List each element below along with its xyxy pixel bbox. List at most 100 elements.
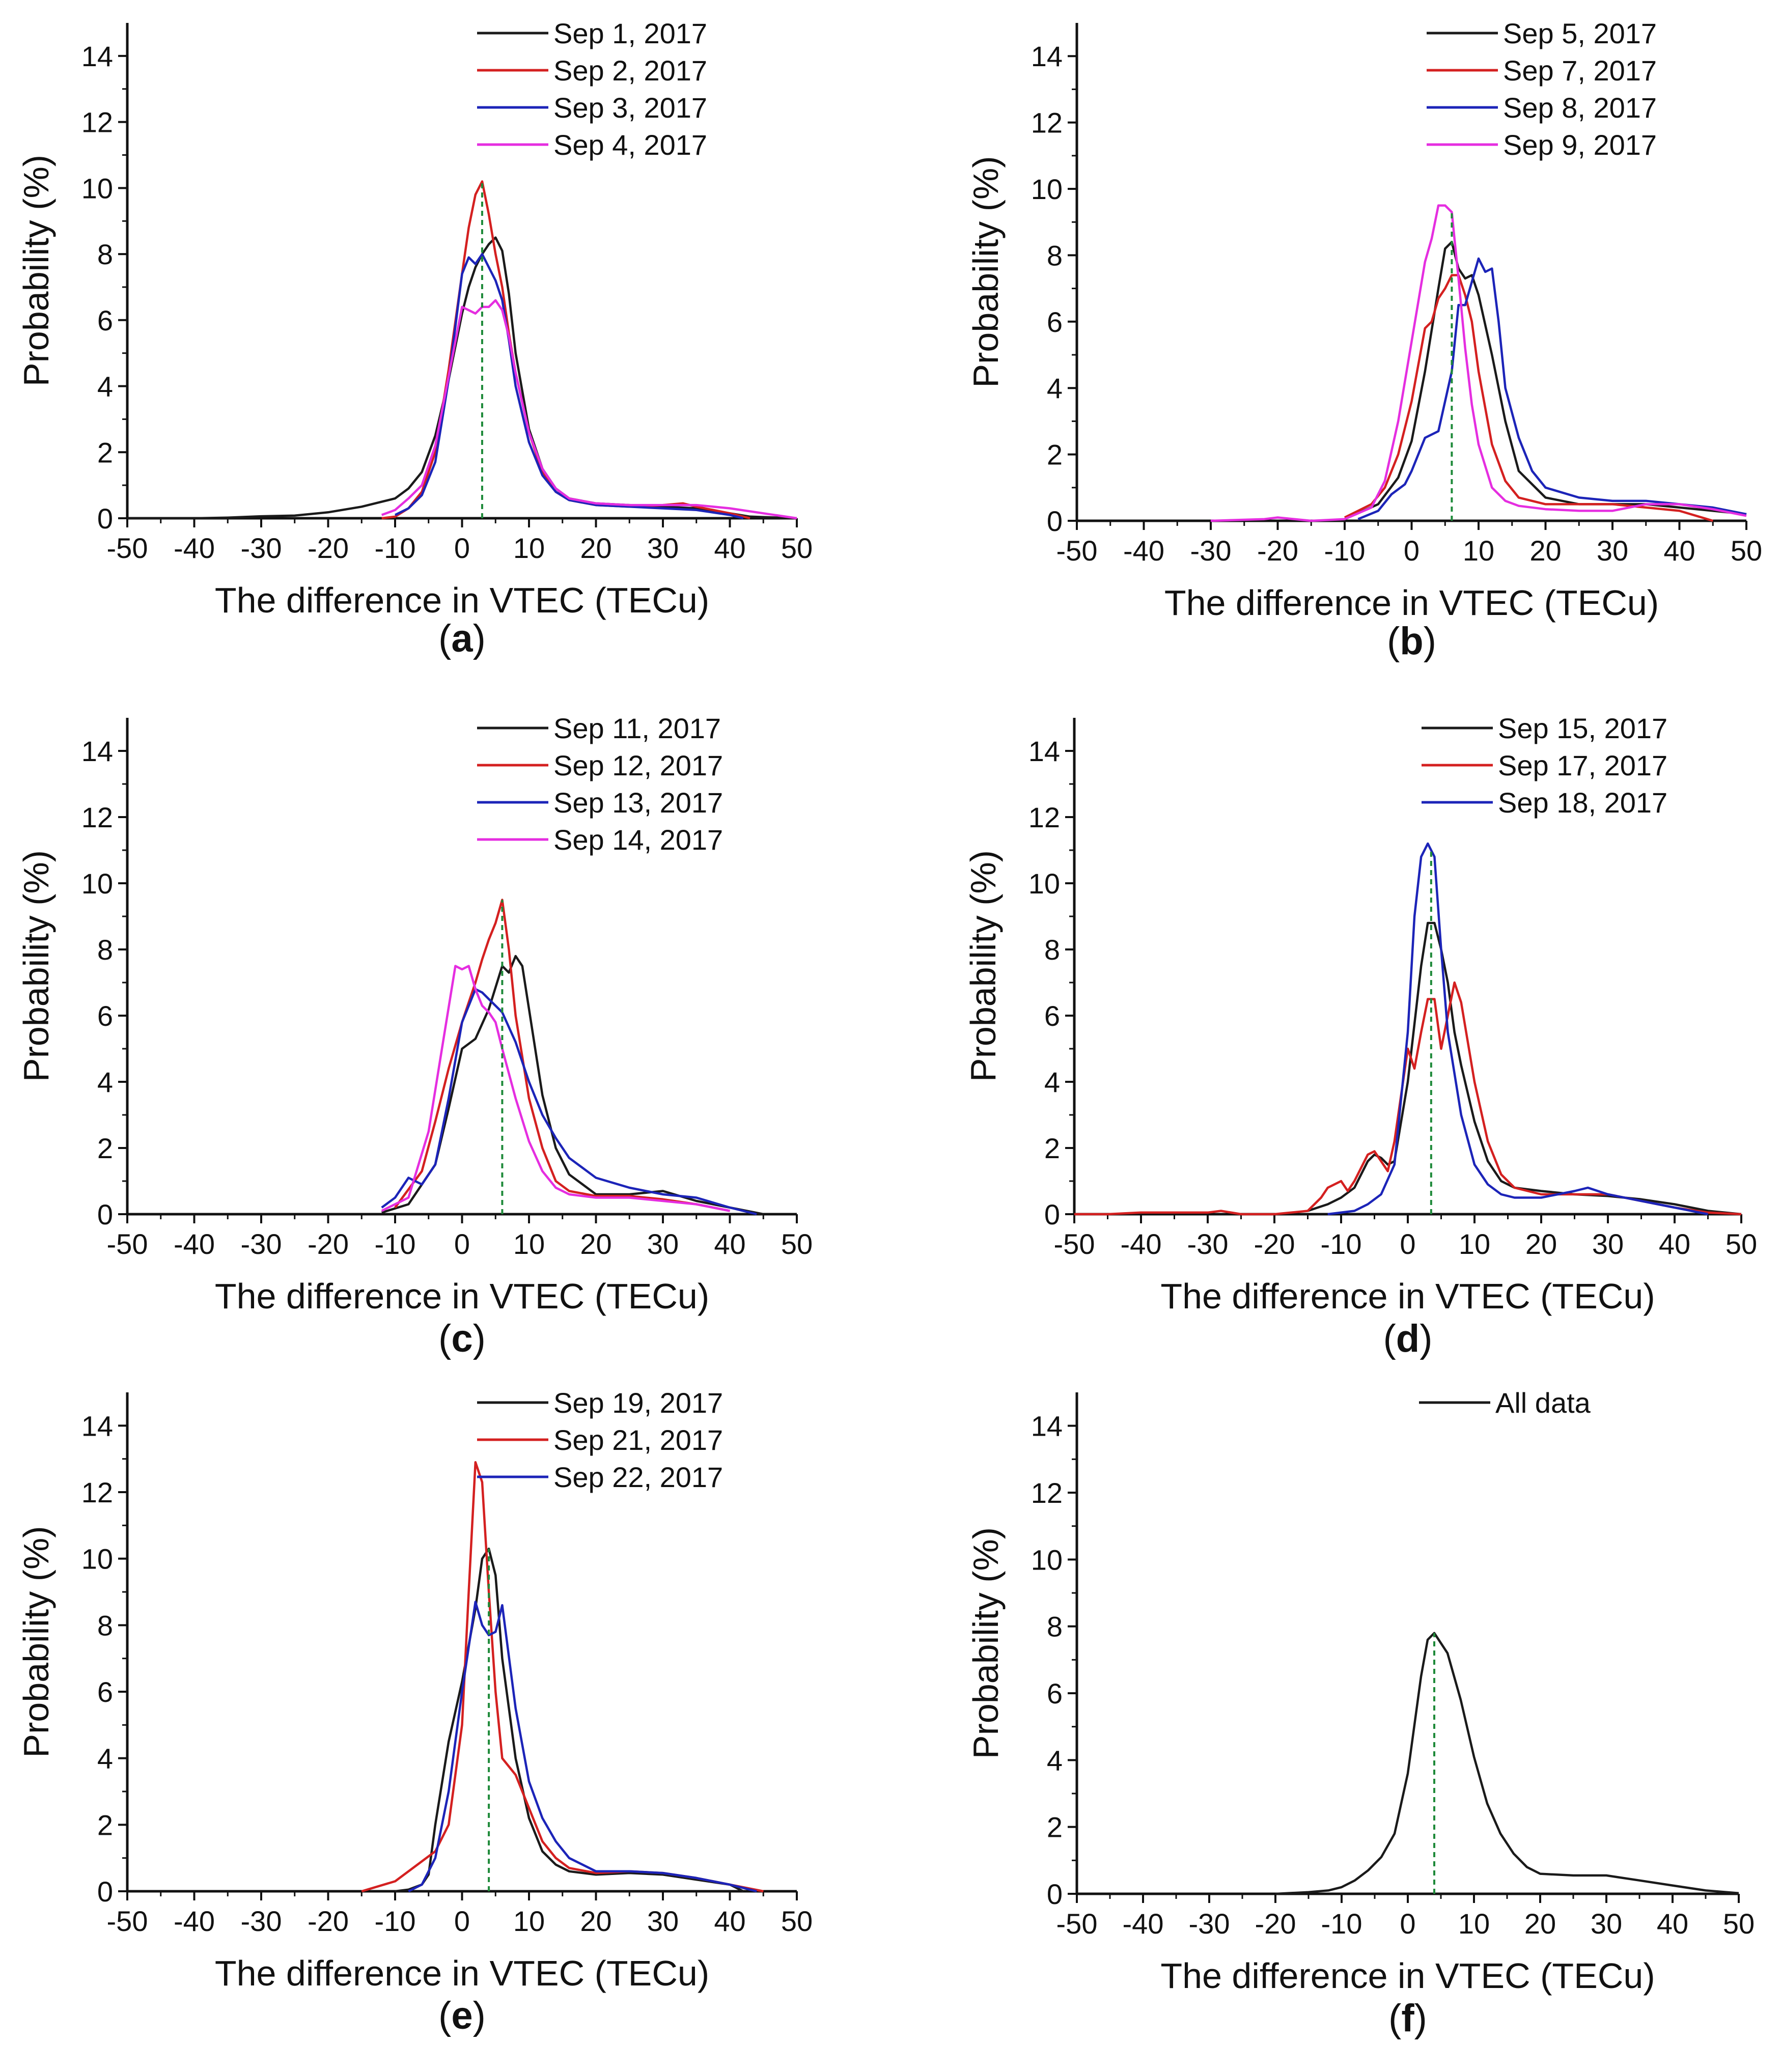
x-tick-label: -30 bbox=[241, 1905, 282, 1937]
y-tick-label: 8 bbox=[1047, 239, 1063, 271]
legend-label: Sep 18, 2017 bbox=[1498, 787, 1667, 819]
y-tick-label: 2 bbox=[1047, 439, 1063, 471]
panel-caption: (b) bbox=[1387, 620, 1436, 663]
x-tick-label: 50 bbox=[1731, 535, 1762, 567]
legend-label: Sep 1, 2017 bbox=[553, 17, 707, 49]
x-tick-label: -40 bbox=[174, 1228, 215, 1260]
x-tick-label: 40 bbox=[1663, 535, 1695, 567]
x-tick-label: 50 bbox=[781, 1905, 813, 1937]
y-tick-label: 8 bbox=[97, 934, 113, 966]
x-tick-label: -10 bbox=[1321, 1228, 1362, 1260]
y-tick-label: 12 bbox=[1031, 1477, 1063, 1509]
y-axis-title: Probability (%) bbox=[16, 1526, 56, 1757]
panel-c: -50 -40 -30 -20 -10 0 10 20 30 40 50 0 2 4 6 8 10 12 14 Pro… bbox=[16, 712, 813, 1360]
y-tick-label: 0 bbox=[97, 1198, 113, 1230]
x-tick-label: 30 bbox=[647, 1228, 679, 1260]
x-tick-label: -20 bbox=[308, 1905, 349, 1937]
x-tick-label: -10 bbox=[375, 1228, 416, 1260]
y-tick-label: 10 bbox=[1031, 1544, 1063, 1576]
y-tick-label: 0 bbox=[1047, 1878, 1063, 1910]
y-tick-label: 6 bbox=[97, 304, 113, 337]
x-tick-label: 0 bbox=[1400, 1908, 1415, 1940]
x-tick-label: -50 bbox=[107, 532, 148, 564]
legend-label: Sep 3, 2017 bbox=[553, 92, 707, 124]
panel-d: -50 -40 -30 -20 -10 0 10 20 30 40 50 0 2 4 6 8 10 12 14 Pro… bbox=[963, 712, 1757, 1360]
y-tick-label: 12 bbox=[81, 1476, 113, 1508]
y-tick-label: 0 bbox=[97, 502, 113, 535]
y-axis-title: Probability (%) bbox=[966, 156, 1006, 387]
y-tick-label: 8 bbox=[97, 1609, 113, 1641]
series-line-3 bbox=[1327, 842, 1708, 1216]
legend-label: Sep 4, 2017 bbox=[553, 129, 707, 161]
x-tick-label: -30 bbox=[241, 1228, 282, 1260]
x-tick-label: 40 bbox=[1659, 1228, 1690, 1260]
y-tick-label: 2 bbox=[97, 1809, 113, 1841]
y-tick-label: 12 bbox=[81, 801, 113, 833]
x-tick-label: 30 bbox=[647, 532, 679, 564]
x-tick-label: -50 bbox=[107, 1228, 148, 1260]
y-tick-label: 8 bbox=[97, 238, 113, 270]
x-tick-label: -20 bbox=[308, 532, 349, 564]
legend-label: Sep 9, 2017 bbox=[1503, 129, 1657, 161]
legend-label: Sep 7, 2017 bbox=[1503, 54, 1657, 87]
x-axis-title: The difference in VTEC (TECu) bbox=[1164, 583, 1659, 623]
y-tick-label: 0 bbox=[1044, 1198, 1060, 1230]
y-tick-label: 4 bbox=[1047, 372, 1063, 404]
x-tick-label: -10 bbox=[375, 532, 416, 564]
x-tick-label: -30 bbox=[241, 532, 282, 564]
x-tick-label: 10 bbox=[1458, 1908, 1490, 1940]
x-tick-label: 20 bbox=[1525, 1228, 1557, 1260]
y-tick-label: 4 bbox=[97, 1743, 113, 1775]
legend-label: Sep 14, 2017 bbox=[553, 824, 723, 856]
x-tick-label: 0 bbox=[454, 532, 470, 564]
x-tick-label: 10 bbox=[1463, 535, 1494, 567]
x-tick-label: 0 bbox=[1404, 535, 1420, 567]
series-line-4 bbox=[1210, 204, 1747, 522]
x-tick-label: 50 bbox=[1726, 1228, 1757, 1260]
y-tick-label: 10 bbox=[81, 867, 113, 900]
y-tick-label: 2 bbox=[97, 1132, 113, 1164]
y-tick-label: 14 bbox=[81, 735, 113, 767]
panel-f: -50 -40 -30 -20 -10 0 10 20 30 40 50 0 2 4 6 8 10 12 14 Pro… bbox=[966, 1387, 1755, 2040]
x-tick-label: 30 bbox=[1597, 535, 1628, 567]
y-axis-title: Probability (%) bbox=[16, 155, 56, 386]
x-tick-label: 40 bbox=[714, 532, 745, 564]
series-line-1 bbox=[395, 1547, 744, 1893]
legend-label: Sep 17, 2017 bbox=[1498, 749, 1667, 781]
x-axis-title: The difference in VTEC (TECu) bbox=[215, 1276, 709, 1316]
y-tick-label: 6 bbox=[1047, 1677, 1063, 1710]
y-tick-label: 8 bbox=[1047, 1611, 1063, 1643]
x-axis-title: The difference in VTEC (TECu) bbox=[1160, 1956, 1655, 1996]
x-tick-label: -50 bbox=[107, 1905, 148, 1937]
series-line-1 bbox=[1344, 241, 1747, 520]
x-tick-label: 50 bbox=[781, 1228, 813, 1260]
legend-label: Sep 15, 2017 bbox=[1498, 712, 1667, 744]
x-tick-label: 10 bbox=[513, 1228, 545, 1260]
x-tick-label: 30 bbox=[1591, 1908, 1622, 1940]
x-tick-label: 40 bbox=[1657, 1908, 1688, 1940]
x-tick-label: -40 bbox=[1123, 1908, 1164, 1940]
x-tick-label: -10 bbox=[375, 1905, 416, 1937]
x-tick-label: -20 bbox=[1254, 1228, 1295, 1260]
legend-label: Sep 22, 2017 bbox=[553, 1461, 723, 1493]
x-tick-label: -50 bbox=[1054, 1228, 1095, 1260]
legend-label: Sep 5, 2017 bbox=[1503, 17, 1657, 49]
y-tick-label: 14 bbox=[1028, 735, 1060, 767]
x-tick-label: 0 bbox=[1400, 1228, 1415, 1260]
y-tick-label: 10 bbox=[1031, 173, 1063, 205]
panel-a: -50 -40 -30 -20 -10 0 10 20 30 40 50 0 2 4 6 8 10 12 14 Pro… bbox=[16, 17, 813, 660]
x-tick-label: 50 bbox=[1723, 1908, 1755, 1940]
panel-b: -50 -40 -30 -20 -10 0 10 20 30 40 50 0 2 4 6 8 10 12 14 Pro… bbox=[966, 17, 1762, 663]
y-tick-label: 2 bbox=[97, 436, 113, 468]
series-line-1 bbox=[1275, 1632, 1739, 1895]
series-line-3 bbox=[408, 1601, 757, 1893]
series-line-2 bbox=[381, 180, 750, 520]
x-tick-label: 10 bbox=[513, 1905, 545, 1937]
legend-label: Sep 8, 2017 bbox=[1503, 92, 1657, 124]
x-axis-title: The difference in VTEC (TECu) bbox=[215, 1953, 709, 1993]
x-tick-label: 0 bbox=[454, 1905, 470, 1937]
panel-caption: (c) bbox=[438, 1317, 486, 1360]
series-line-2 bbox=[394, 899, 730, 1212]
x-tick-label: -20 bbox=[308, 1228, 349, 1260]
